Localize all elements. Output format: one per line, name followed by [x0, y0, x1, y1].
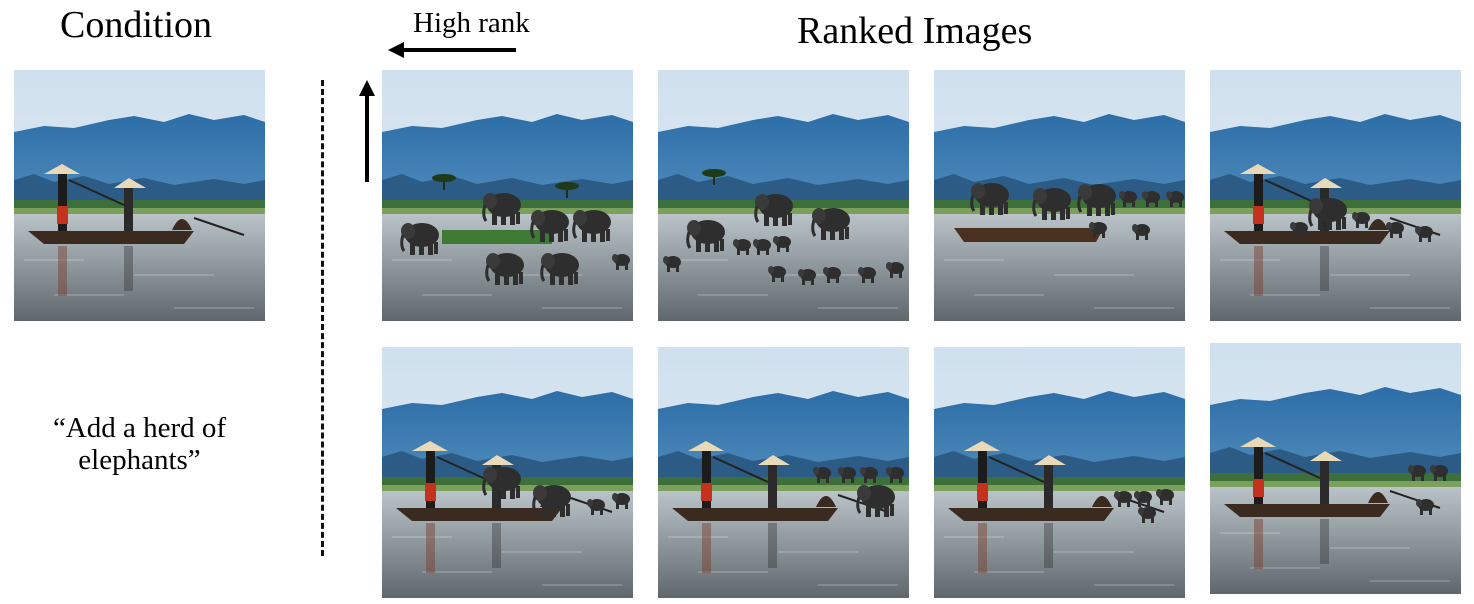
ranked-image-4	[1210, 70, 1461, 321]
ranked-image-5	[382, 347, 633, 598]
high-rank-label: High rank	[413, 7, 530, 39]
condition-caption: “Add a herd of elephants”	[52, 412, 227, 476]
ranked-image-7	[934, 347, 1185, 598]
condition-heading: Condition	[60, 4, 213, 46]
dashed-divider	[321, 80, 324, 556]
ranked-images-heading: Ranked Images	[797, 10, 1033, 52]
up-arrow-icon	[359, 80, 375, 182]
condition-image	[14, 70, 265, 321]
ranked-image-2	[658, 70, 909, 321]
ranked-image-8	[1210, 343, 1461, 594]
ranked-image-1	[382, 70, 633, 321]
ranked-image-6	[658, 347, 909, 598]
left-arrow-icon	[388, 42, 516, 58]
ranked-image-3	[934, 70, 1185, 321]
